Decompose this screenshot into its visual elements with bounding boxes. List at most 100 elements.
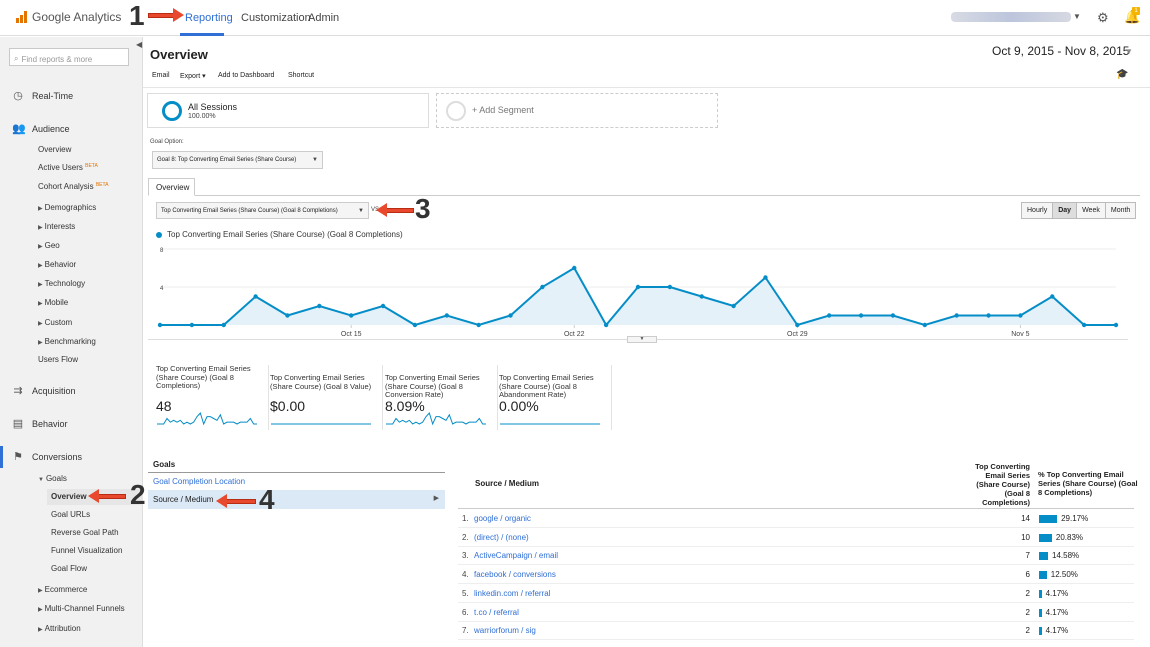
sidebar-funnel-visualization[interactable]: Funnel Visualization [51,546,123,555]
account-selector-blurred[interactable] [951,12,1071,22]
sidebar-interests[interactable]: ▶ Interests [38,222,75,231]
sidebar-goals-overview[interactable]: Overview [51,492,87,501]
sidebar-cohort-analysis[interactable]: Cohort Analysis BETA [38,182,109,191]
sidebar-users-flow[interactable]: Users Flow [38,355,79,364]
sidebar-benchmarking[interactable]: ▶ Benchmarking [38,337,96,346]
x-tick-label: Oct 29 [787,331,808,338]
sidebar-goals[interactable]: ▼ Goals [38,474,67,483]
goal-option-label: Goal Option: [150,139,184,145]
goal-completion-location-link[interactable]: Goal Completion Location [153,477,246,486]
segment-all-sessions[interactable]: All Sessions 100.00% [147,93,429,128]
date-range-picker[interactable]: Oct 9, 2015 - Nov 8, 2015 [992,44,1130,58]
gear-icon[interactable]: ⚙ [1097,10,1109,25]
period-day-button[interactable]: Day [1052,202,1078,219]
data-point [1050,294,1055,299]
sidebar-geo[interactable]: ▶ Geo [38,241,60,250]
row-number: 4. [462,570,469,580]
sparkline-path [157,412,257,426]
graduation-cap-icon[interactable]: 🎓 [1116,69,1129,80]
percent-bar [1039,571,1047,580]
sidebar-attribution[interactable]: ▶ Attribution [38,624,81,633]
sidebar-item-acquisition[interactable]: ⇉ Acquisition [12,384,75,397]
sidebar-label: Cohort Analysis [38,182,94,191]
nav-admin[interactable]: Admin [308,12,340,24]
add-segment-button[interactable]: + Add Segment [436,93,718,128]
goal-option-select[interactable]: Goal 8: Top Converting Email Series (Sha… [152,151,323,169]
scorecard-label: Top Converting Email Series (Share Cours… [385,373,480,399]
scorecard-label: Top Converting Email Series (Share Cours… [499,373,594,399]
expand-triangle-icon: ▶ [38,627,43,633]
column-header-completions[interactable]: Top Converting Email Series (Share Cours… [975,462,1030,507]
account-caret-icon[interactable]: ▼ [1073,12,1081,21]
select-value: Top Converting Email Series (Share Cours… [161,208,338,214]
source-medium-link[interactable]: facebook / conversions [474,570,556,580]
search-input[interactable]: ⌕ Find reports & more [9,48,129,66]
table-row: 1. google / organic 14 29.17% [458,509,1134,528]
sidebar-custom[interactable]: ▶ Custom [38,318,72,327]
sidebar-audience-behavior[interactable]: ▶ Behavior [38,260,76,269]
period-hourly-button[interactable]: Hourly [1021,202,1054,219]
sparkline [157,412,257,426]
tab-overview[interactable]: Overview [148,178,195,196]
select-value: Goal 8: Top Converting Email Series (Sha… [157,157,297,163]
chevron-right-icon: ▶ [433,495,439,502]
period-week-button[interactable]: Week [1076,202,1106,219]
source-medium-link[interactable]: (direct) / (none) [474,532,529,542]
sidebar-item-realtime[interactable]: ◷ Real-Time [12,89,73,102]
sidebar-audience-overview[interactable]: Overview [38,145,72,154]
timeline-chart[interactable]: 4 8 Oct 15 Oct 22 Oct 29 Nov 5 [148,240,1128,340]
sidebar-goal-flow[interactable]: Goal Flow [51,564,88,573]
column-header-source[interactable]: Source / Medium [475,479,540,488]
sidebar-active-users[interactable]: Active Users BETA [38,163,98,172]
collapse-sidebar-icon[interactable]: ◀ [136,40,143,49]
nav-reporting[interactable]: Reporting [185,12,233,24]
email-button[interactable]: Email [152,72,170,79]
sidebar-ecommerce[interactable]: ▶ Ecommerce [38,585,87,594]
source-medium-item[interactable]: Source / Medium ▶ [148,490,445,509]
column-header-percent[interactable]: % Top Converting Email Series (Share Cou… [1038,470,1138,497]
divider [148,472,445,473]
scorecard[interactable]: Top Converting Email Series (Share Cours… [499,365,612,430]
sidebar-multichannel[interactable]: ▶ Multi-Channel Funnels [38,604,125,613]
sidebar-demographics[interactable]: ▶ Demographics [38,203,96,212]
scorecard-label: Top Converting Email Series (Share Cours… [156,364,251,390]
date-caret-icon[interactable]: ▼ [1125,47,1133,56]
scorecard-value: 48 [156,398,172,414]
sidebar-item-conversions[interactable]: ⚑ Conversions [12,450,82,463]
sidebar-mobile[interactable]: ▶ Mobile [38,298,68,307]
scorecard[interactable]: Top Converting Email Series (Share Cours… [156,364,269,430]
source-medium-link[interactable]: t.co / referral [474,607,519,617]
sidebar-label: Multi-Channel Funnels [44,604,125,613]
sidebar-item-audience[interactable]: 👥 Audience [12,122,70,135]
annotation-number: 1 [129,0,145,31]
google-analytics-logo[interactable]: Google Analytics [16,10,121,24]
export-button[interactable]: Export ▾ [180,73,206,80]
source-medium-link[interactable]: linkedin.com / referral [474,588,551,598]
period-month-button[interactable]: Month [1104,202,1137,219]
table-row: 4. facebook / conversions 6 12.50% [458,565,1134,585]
shortcut-button[interactable]: Shortcut [288,72,315,79]
source-medium-link[interactable]: ActiveCampaign / email [474,551,559,561]
add-segment-label: + Add Segment [472,105,534,115]
vs-label[interactable]: VS [371,207,380,213]
sidebar-label: Conversions [32,451,83,462]
scorecard-value: 8.09% [385,398,425,414]
sidebar-reverse-goal-path[interactable]: Reverse Goal Path [51,528,119,537]
chart-resize-handle[interactable]: ▼ [627,336,657,343]
sidebar-item-behavior[interactable]: ▤ Behavior [12,417,68,430]
source-medium-link[interactable]: google / organic [474,514,531,523]
expand-triangle-icon: ▶ [38,301,43,307]
metric-select[interactable]: Top Converting Email Series (Share Cours… [156,202,369,219]
scorecard[interactable]: Top Converting Email Series (Share Cours… [385,365,498,430]
sidebar-technology[interactable]: ▶ Technology [38,279,85,288]
data-point [540,284,545,290]
annotation-number: 3 [415,193,431,224]
scorecard[interactable]: Top Converting Email Series (Share Cours… [270,365,383,430]
data-point [635,284,641,290]
row-number: 3. [462,551,469,561]
nav-customization[interactable]: Customization [241,12,311,24]
divider [143,87,1150,88]
source-medium-link[interactable]: warriorforum / sig [474,626,536,636]
sidebar-goal-urls[interactable]: Goal URLs [51,510,91,519]
add-to-dashboard-button[interactable]: Add to Dashboard [218,72,275,79]
